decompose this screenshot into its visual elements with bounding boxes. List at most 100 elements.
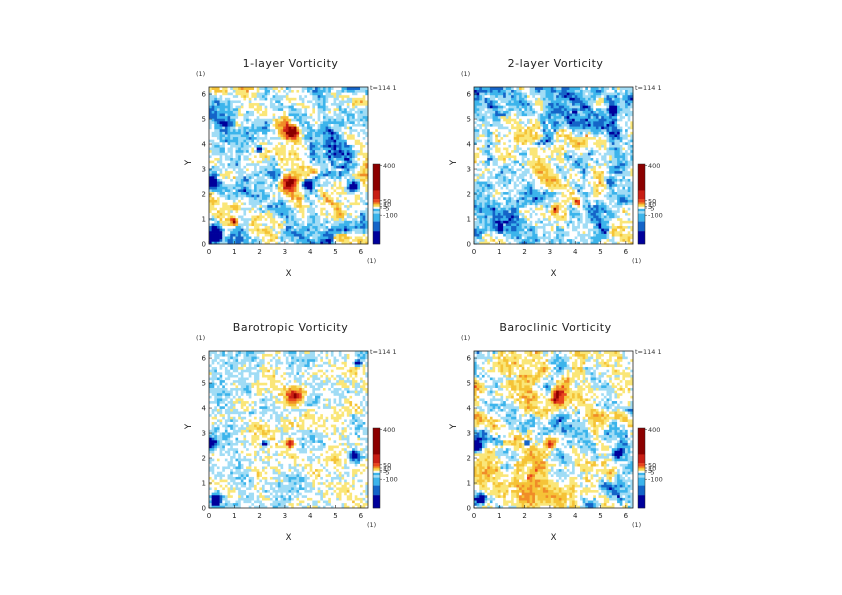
y-unit-label: (1) [461, 70, 470, 78]
y-unit-label: (1) [461, 334, 470, 342]
x-tick-label: 4 [308, 248, 313, 256]
plot-frame [473, 350, 634, 509]
y-tick-label: 3 [467, 166, 471, 174]
colorbar-segment [638, 428, 645, 455]
colorbar-segment [373, 207, 380, 209]
colorbar-segment [373, 205, 380, 208]
colorbar-tick-label: -100 [383, 476, 398, 484]
colorbar-tick-label: -5 [383, 205, 389, 213]
y-tick-label: 2 [202, 191, 206, 199]
y-unit-label: (1) [196, 70, 205, 78]
x-tick-label: 3 [283, 248, 287, 256]
colorbar-segment [638, 472, 645, 476]
x-unit-label: (1) [367, 257, 376, 265]
y-tick-label: 0 [467, 241, 471, 249]
x-axis-label: X [551, 269, 557, 279]
colorbar-segment [373, 204, 380, 206]
colorbar-segment [638, 468, 645, 470]
colorbar-tick-label: 5 [383, 467, 387, 475]
colorbar-segment [638, 205, 645, 208]
vorticity-field [209, 351, 369, 509]
colorbar-segment [373, 231, 380, 245]
chart-title: 1-layer Vorticity [243, 57, 339, 70]
colorbar-tick-label: 50 [383, 461, 391, 469]
colorbar-segment [638, 208, 645, 212]
x-tick-label: 1 [497, 512, 501, 520]
y-tick-label: 1 [202, 480, 206, 488]
time-label: t=114 1 [635, 348, 662, 356]
x-tick-label: 6 [359, 512, 364, 520]
colorbar-segment [638, 207, 645, 209]
colorbar-segment [638, 495, 645, 509]
colorbar-segment [638, 471, 645, 473]
x-tick-label: 4 [573, 512, 578, 520]
colorbar-segment [638, 231, 645, 245]
plot-frame [208, 350, 369, 509]
y-tick-label: 2 [467, 455, 471, 463]
colorbar-segment [638, 190, 645, 200]
y-tick-label: 5 [467, 116, 471, 124]
colorbar-segment [638, 204, 645, 206]
y-tick-label: 4 [467, 141, 472, 149]
y-tick-label: 6 [467, 355, 472, 363]
y-tick-label: 5 [202, 116, 206, 124]
x-tick-label: 1 [497, 248, 501, 256]
y-tick-label: 3 [467, 430, 471, 438]
colorbar-segment [638, 211, 645, 214]
colorbar-tick-label: -100 [648, 212, 663, 220]
x-tick-label: 1 [232, 248, 236, 256]
plot-frame [473, 86, 634, 245]
colorbar-tick-label: 10 [383, 201, 391, 209]
colorbar-segment [373, 221, 380, 232]
y-tick-label: 1 [202, 216, 206, 224]
x-unit-label: (1) [632, 257, 641, 265]
x-tick-label: 0 [207, 512, 211, 520]
y-tick-label: 6 [202, 91, 207, 99]
x-unit-label: (1) [632, 521, 641, 529]
colorbar-segment [638, 466, 645, 469]
colorbar-segment [373, 469, 380, 472]
y-unit-label: (1) [196, 334, 205, 342]
x-tick-label: 2 [522, 512, 526, 520]
colorbar-tick-label: -5 [648, 205, 654, 213]
colorbar-segment [638, 213, 645, 222]
colorbar-segment [373, 454, 380, 464]
x-tick-label: 2 [522, 248, 526, 256]
colorbar-segment [373, 202, 380, 205]
x-tick-label: 1 [232, 512, 236, 520]
chart-panel-2: 2-layer Vorticity (1) (1) t=114 1 0 1 2 3 4 5 6 0 1 2… [449, 57, 663, 279]
y-tick-label: 4 [202, 405, 207, 413]
colorbar-tick-label: 400 [648, 162, 660, 170]
y-tick-label: 4 [202, 141, 207, 149]
colorbar-segment [373, 471, 380, 473]
chart-title: Baroclinic Vorticity [499, 321, 611, 334]
colorbar-tick-label: 10 [383, 465, 391, 473]
y-tick-label: 3 [202, 430, 206, 438]
y-tick-label: 3 [202, 166, 206, 174]
y-tick-label: 6 [467, 91, 472, 99]
colorbar-segment [373, 199, 380, 203]
colorbar-segment [638, 221, 645, 232]
x-tick-label: 6 [624, 248, 629, 256]
chart-panel-4: Baroclinic Vorticity (1) (1) t=114 1 0 1 2 3 4 5 6… [449, 321, 663, 543]
x-tick-label: 4 [573, 248, 578, 256]
colorbar-tick-label: 50 [383, 197, 391, 205]
colorbar-segment [373, 477, 380, 486]
y-axis-label: Y [449, 159, 459, 166]
colorbar-segment [373, 428, 380, 455]
colorbar-tick-label: 5 [383, 203, 387, 211]
x-tick-label: 5 [598, 248, 602, 256]
x-tick-label: 6 [359, 248, 364, 256]
x-tick-label: 3 [548, 248, 552, 256]
colorbar-segment [373, 164, 380, 191]
colorbar-tick-label: -100 [648, 476, 663, 484]
colorbar-segment [373, 466, 380, 469]
colorbar-segment [638, 463, 645, 467]
y-tick-label: 5 [467, 380, 471, 388]
colorbar-tick-label: -5 [648, 469, 654, 477]
y-axis-label: Y [184, 423, 194, 430]
y-tick-label: 1 [467, 480, 471, 488]
